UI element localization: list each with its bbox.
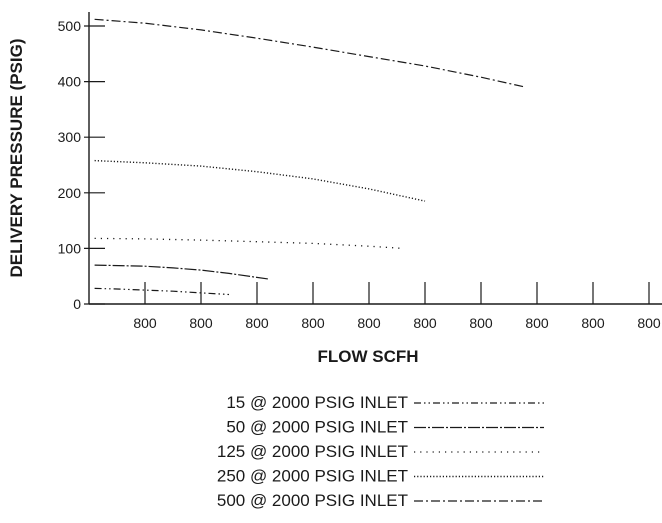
y-tick-label: 0 bbox=[73, 296, 81, 312]
legend-label-5: 500 @ 2000 PSIG INLET bbox=[217, 491, 408, 510]
legend: 15 @ 2000 PSIG INLET 50 @ 2000 PSIG INLET… bbox=[217, 393, 544, 510]
y-tick-label: 500 bbox=[58, 18, 82, 34]
legend-label-3: 125 @ 2000 PSIG INLET bbox=[217, 442, 408, 461]
legend-label-2: 50 @ 2000 PSIG INLET bbox=[226, 418, 408, 437]
series-line-5 bbox=[94, 18, 526, 88]
y-tick-label: 300 bbox=[58, 129, 82, 145]
x-tick-label: 800 bbox=[357, 315, 381, 331]
x-tick-label: 800 bbox=[413, 315, 437, 331]
x-tick-label: 800 bbox=[133, 315, 157, 331]
y-ticks: 0 100 200 300 400 500 bbox=[58, 18, 105, 312]
series-line-1 bbox=[94, 287, 230, 296]
series-line-4 bbox=[94, 159, 426, 202]
x-tick-label: 800 bbox=[525, 315, 549, 331]
legend-label-4: 250 @ 2000 PSIG INLET bbox=[217, 467, 408, 486]
y-tick-label: 100 bbox=[58, 240, 82, 256]
x-tick-label: 800 bbox=[245, 315, 269, 331]
legend-label-1: 15 @ 2000 PSIG INLET bbox=[226, 393, 408, 412]
x-axis-title: FLOW SCFH bbox=[317, 347, 418, 366]
series-lines bbox=[94, 18, 526, 296]
y-tick-label: 400 bbox=[58, 74, 82, 90]
x-tick-label: 800 bbox=[637, 315, 661, 331]
x-tick-label: 800 bbox=[581, 315, 605, 331]
y-tick-label: 200 bbox=[58, 185, 82, 201]
series-line-2 bbox=[94, 264, 269, 280]
x-ticks: 800800800800800800800800800800800 bbox=[133, 282, 661, 331]
y-axis-title: DELIVERY PRESSURE (PSIG) bbox=[7, 39, 26, 278]
series-line-3 bbox=[94, 237, 403, 250]
axes bbox=[88, 12, 662, 305]
x-tick-label: 800 bbox=[301, 315, 325, 331]
x-tick-label: 800 bbox=[189, 315, 213, 331]
x-tick-label: 800 bbox=[469, 315, 493, 331]
